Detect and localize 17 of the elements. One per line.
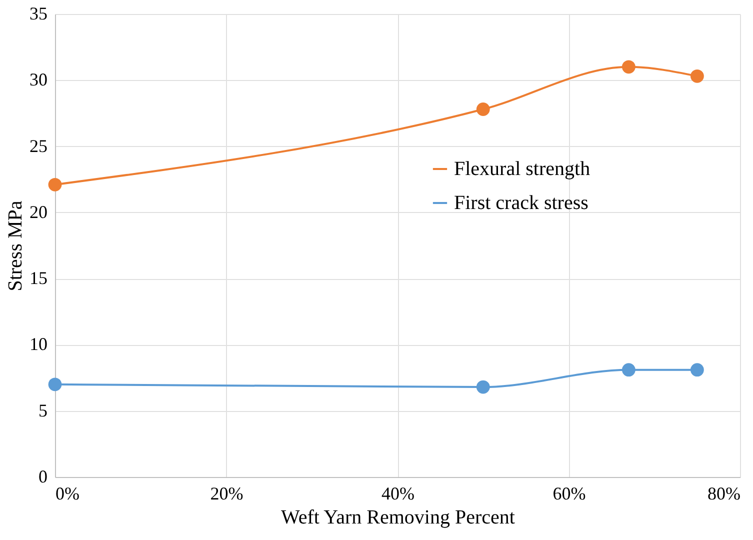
legend-label: Flexural strength xyxy=(454,158,590,180)
x-tick-label: 80% xyxy=(708,484,740,504)
x-tick-label: 40% xyxy=(382,484,414,504)
y-tick-label: 5 xyxy=(38,400,48,420)
y-tick-label: 10 xyxy=(30,334,48,354)
x-tick-label: 60% xyxy=(552,484,586,504)
y-tick-label: 30 xyxy=(30,70,48,90)
y-tick-label: 20 xyxy=(30,202,48,222)
y-tick-label: 15 xyxy=(30,268,48,288)
y-tick-label: 25 xyxy=(30,136,48,156)
x-tick-label: 0% xyxy=(56,484,80,504)
legend-label: First crack stress xyxy=(454,192,589,214)
y-tick-label: 35 xyxy=(30,4,48,24)
x-tick-label: 20% xyxy=(210,484,244,504)
y-axis-title: Stress MPa xyxy=(4,200,26,292)
y-tick-label: 0 xyxy=(38,466,48,486)
x-axis-title: Weft Yarn Removing Percent xyxy=(281,506,516,528)
